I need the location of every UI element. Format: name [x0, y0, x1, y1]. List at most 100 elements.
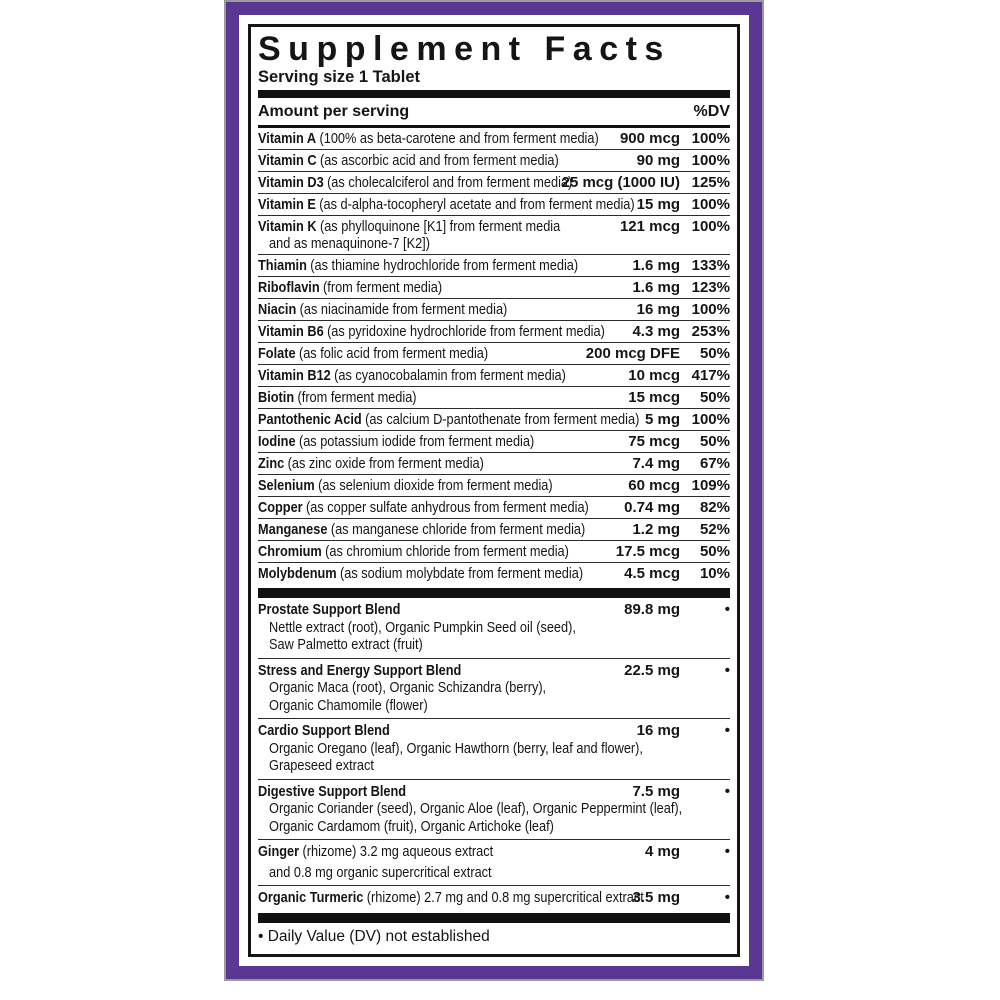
divider-bar-blends	[258, 588, 730, 598]
nutrient-desc: (from ferment media)	[323, 279, 443, 296]
nutrient-name: Vitamin B6	[258, 323, 324, 340]
nutrient-desc: (as ascorbic acid and from ferment media…	[319, 152, 559, 169]
blend-text: Cardio Support Blend	[258, 722, 575, 740]
blend-ingredients-line: Organic Cardamom (fruit), Organic Artich…	[269, 817, 554, 835]
blend-name: Digestive Support Blend	[258, 782, 407, 800]
nutrient-desc-line2: and as menaquinone-7 [K2])	[269, 235, 430, 252]
nutrient-text: Vitamin C (as ascorbic acid and from ferm…	[258, 152, 575, 169]
nutrient-row: Zinc (as zinc oxide from ferment media) 7…	[258, 452, 730, 474]
nutrient-name: Vitamin K	[258, 218, 317, 235]
nutrient-dv: 100%	[691, 218, 730, 235]
nutrient-name: Niacin	[258, 301, 297, 318]
nutrient-dv: 10%	[699, 565, 730, 582]
nutrient-name: Vitamin A	[258, 130, 317, 147]
nutrient-name: Vitamin B12	[258, 367, 331, 384]
nutrient-amount: 1.6 mg	[632, 279, 680, 296]
nutrient-dv: 67%	[699, 455, 730, 472]
blend-ingredients-line: Organic Coriander (seed), Organic Aloe (…	[269, 800, 683, 817]
nutrient-desc: (as calcium D-pantothenate from ferment …	[365, 411, 640, 428]
blend-dv-bullet: •	[724, 661, 730, 679]
nutrient-amount: 25 mcg (1000 IU)	[561, 174, 680, 191]
nutrient-amount: 7.4 mg	[632, 455, 680, 472]
blend-text: Prostate Support Blend	[258, 601, 564, 619]
nutrient-text: Zinc (as zinc oxide from ferment media)	[258, 455, 571, 472]
nutrient-row: Manganese (as manganese chloride from fer…	[258, 518, 730, 540]
blend-row: Prostate Support Blend 89.8 mg • Nettle …	[258, 598, 730, 658]
nutrient-amount: 15 mcg	[628, 389, 680, 406]
nutrient-desc: (as phylloquinone [K1] from ferment medi…	[319, 218, 561, 235]
nutrient-amount: 75 mcg	[628, 433, 680, 450]
blend-name: Cardio Support Blend	[258, 722, 390, 739]
nutrient-desc: (as cyanocobalamin from ferment media)	[334, 367, 566, 384]
nutrient-text: Molybdenum (as sodium molybdate from ferm…	[258, 565, 583, 582]
nutrient-dv: 50%	[699, 433, 730, 450]
nutrient-name: Manganese	[258, 521, 328, 538]
nutrient-text: Riboflavin (from ferment media)	[258, 279, 571, 296]
blend-head: Prostate Support Blend 89.8 mg •	[258, 601, 730, 619]
nutrient-dv: 123%	[691, 279, 730, 296]
nutrient-name: Vitamin D3	[258, 174, 324, 191]
nutrient-dv: 109%	[691, 477, 730, 494]
nutrient-text: Chromium (as chromium chloride from ferme…	[258, 543, 569, 560]
nutrient-text: Iodine (as potassium iodide from ferment …	[258, 433, 568, 450]
nutrient-text: Niacin (as niacinamide from ferment media…	[258, 301, 575, 318]
nutrient-amount: 4.3 mg	[632, 323, 680, 340]
nutrient-dv: 133%	[691, 257, 730, 274]
blend-amount: 89.8 mg	[624, 601, 680, 618]
nutrient-desc: (as sodium molybdate from ferment media)	[340, 565, 584, 582]
facts-panel: Supplement Facts Serving size 1 Tablet A…	[248, 24, 740, 957]
nutrient-name: Thiamin	[258, 257, 307, 274]
nutrient-row: Riboflavin (from ferment media) 1.6 mg 12…	[258, 276, 730, 298]
daily-value-footnote: • Daily Value (DV) not established	[258, 927, 490, 945]
nutrient-row: Folate (as folic acid from ferment media)…	[258, 342, 730, 364]
nutrient-text: Vitamin B12 (as cyanocobalamin from ferme…	[258, 367, 568, 384]
blend-row: Ginger (rhizome) 3.2 mg aqueous extract 4…	[258, 839, 730, 885]
nutrient-text: Biotin (from ferment media)	[258, 389, 568, 406]
nutrient-row: Thiamin (as thiamine hydrochloride from f…	[258, 254, 730, 276]
nutrient-amount: 0.74 mg	[624, 499, 680, 516]
blend-name: Organic Turmeric	[258, 889, 364, 906]
nutrient-text: Vitamin K (as phylloquinone [K1] from fer…	[258, 218, 561, 252]
nutrient-row: Chromium (as chromium chloride from ferme…	[258, 540, 730, 562]
nutrient-amount: 60 mcg	[628, 477, 680, 494]
blend-ingredients-line: Nettle extract (root), Organic Pumpkin S…	[269, 618, 576, 636]
label-white-mat: Supplement Facts Serving size 1 Tablet A…	[239, 15, 749, 966]
nutrient-amount: 16 mg	[636, 301, 680, 318]
nutrient-amount: 121 mcg	[619, 218, 680, 235]
nutrient-amount: 15 mg	[636, 196, 680, 213]
nutrient-text: Manganese (as manganese chloride from fer…	[258, 521, 585, 538]
nutrient-row: Biotin (from ferment media) 15 mcg 50%	[258, 386, 730, 408]
nutrient-amount: 5 mg	[644, 411, 680, 428]
nutrient-desc: (as copper sulfate anhydrous from fermen…	[306, 499, 589, 516]
nutrient-row: Vitamin C (as ascorbic acid and from ferm…	[258, 149, 730, 171]
blend-name: Prostate Support Blend	[258, 601, 401, 618]
amount-per-serving-header: Amount per serving	[258, 103, 410, 120]
nutrient-name: Molybdenum	[258, 565, 337, 582]
nutrient-name: Copper	[258, 499, 303, 516]
nutrient-desc: (100% as beta-carotene and from ferment …	[319, 130, 599, 147]
nutrient-name: Iodine	[258, 433, 296, 450]
nutrient-dv: 100%	[691, 152, 730, 169]
nutrient-name: Riboflavin	[258, 279, 320, 296]
blend-text: Stress and Energy Support Blend	[258, 662, 564, 680]
blend-head: Cardio Support Blend 16 mg •	[258, 722, 730, 740]
nutrient-text: Vitamin E (as d-alpha-tocopheryl acetate …	[258, 196, 635, 213]
nutrient-row: Copper (as copper sulfate anhydrous from …	[258, 496, 730, 518]
nutrient-desc: (as cholecalciferol and from ferment med…	[327, 174, 573, 191]
blend-desc: (rhizome) 3.2 mg aqueous extract	[302, 843, 494, 860]
nutrient-row: Vitamin K (as phylloquinone [K1] from fer…	[258, 215, 730, 254]
nutrient-desc: (as zinc oxide from ferment media)	[287, 455, 484, 472]
nutrient-dv: 100%	[691, 411, 730, 428]
nutrient-row: Molybdenum (as sodium molybdate from ferm…	[258, 562, 730, 584]
nutrient-name: Selenium	[258, 477, 315, 494]
nutrient-desc: (as chromium chloride from ferment media…	[325, 543, 569, 560]
divider-bar-top	[258, 90, 730, 98]
blend-text: Organic Turmeric (rhizome) 2.7 mg and 0.8…	[258, 889, 644, 907]
blend-text: Digestive Support Blend	[258, 783, 571, 801]
blend-row: Organic Turmeric (rhizome) 2.7 mg and 0.8…	[258, 885, 730, 911]
blend-dv-bullet: •	[724, 601, 730, 618]
nutrient-text: Vitamin D3 (as cholecalciferol and from f…	[258, 174, 572, 191]
nutrient-amount: 90 mg	[636, 152, 680, 169]
nutrient-dv: 50%	[699, 543, 730, 560]
nutrient-desc: (as pyridoxine hydrochloride from fermen…	[327, 323, 605, 340]
